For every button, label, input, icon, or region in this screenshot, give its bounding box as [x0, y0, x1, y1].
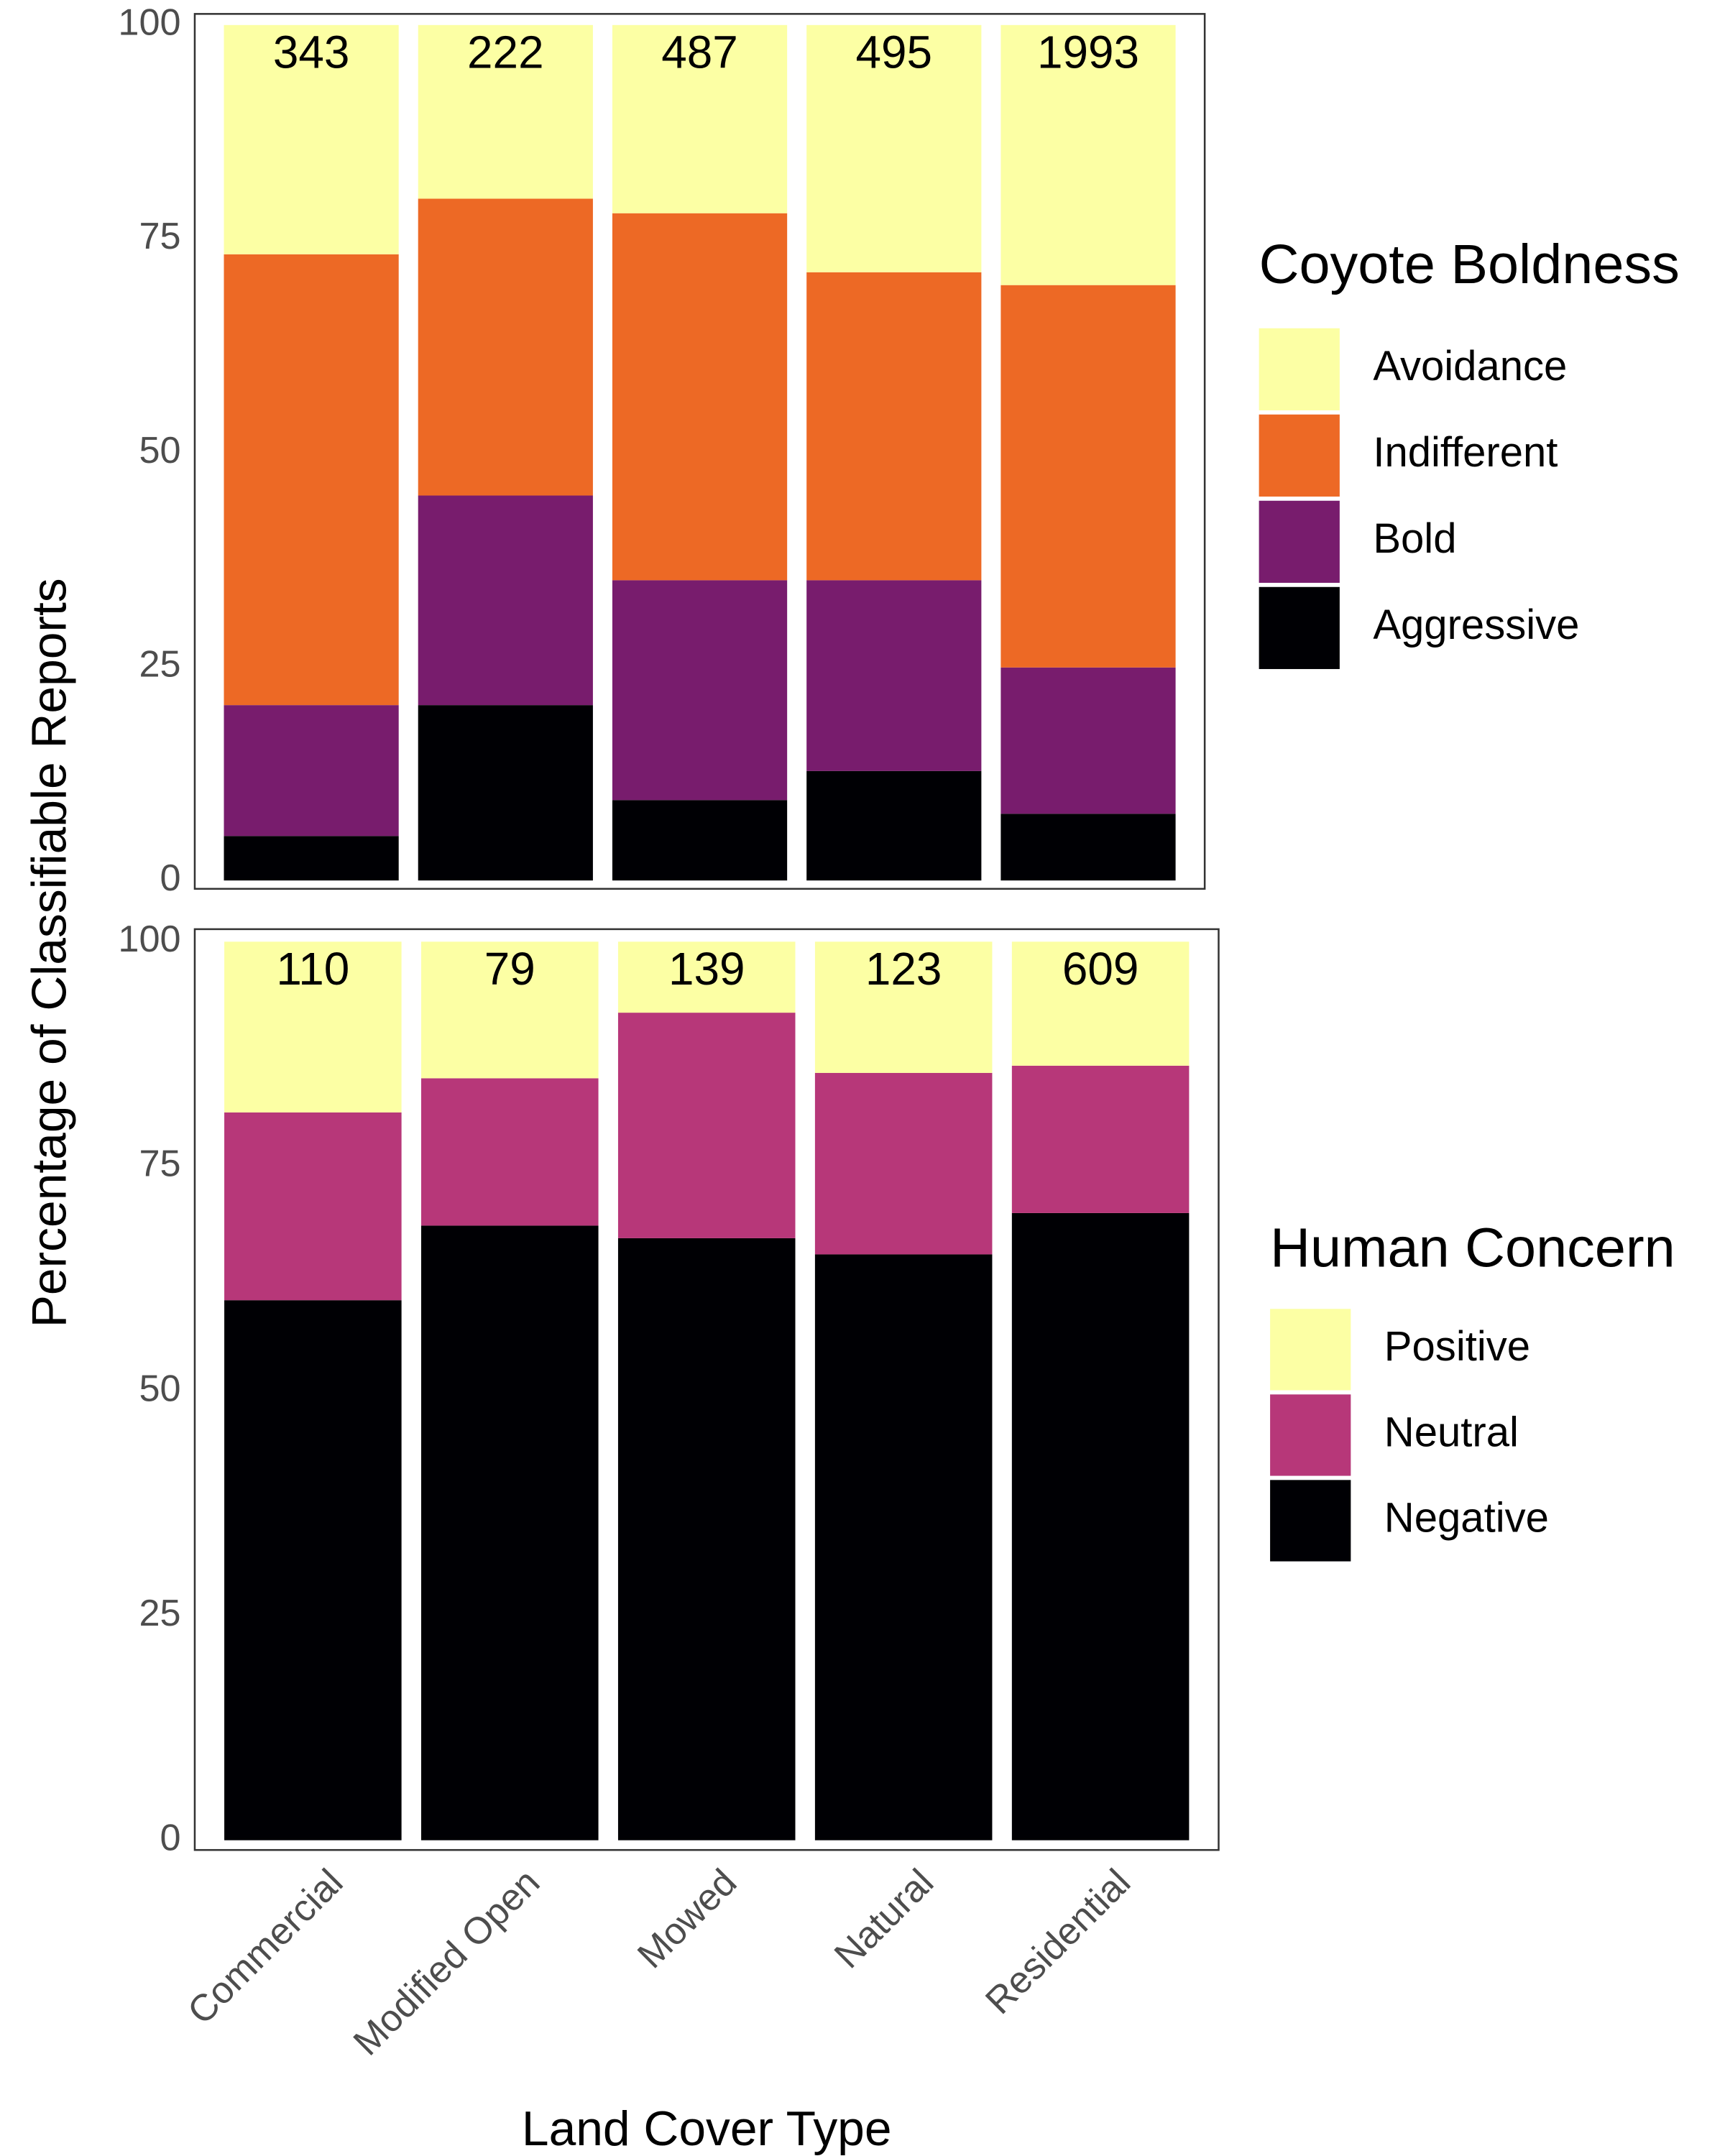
y-tick-label: 50 [139, 430, 180, 471]
legend-key [1259, 500, 1340, 583]
count-label: 487 [661, 26, 738, 78]
legend-label: Aggressive [1373, 602, 1579, 648]
legend-label: Neutral [1384, 1409, 1519, 1455]
y-axis-title: Percentage of Classifiable Reports [22, 578, 76, 1327]
bar-segment [1000, 814, 1176, 881]
bar-segment [617, 1238, 796, 1841]
legend-key [1259, 328, 1340, 410]
legend-key [1259, 586, 1340, 669]
y-tick-label: 75 [139, 1143, 180, 1185]
x-tick-label: Natural [827, 1861, 942, 1976]
x-tick-label: Residential [978, 1861, 1138, 2022]
legend-key [1270, 1309, 1351, 1391]
y-tick-label: 0 [160, 1817, 181, 1858]
bar-segment [224, 705, 399, 837]
bar-segment [612, 213, 788, 581]
y-tick-label: 100 [118, 2, 180, 44]
bar-segment [1011, 941, 1190, 1066]
bar-segment [806, 580, 982, 771]
legend-key [1270, 1480, 1351, 1562]
bar-segment [612, 800, 788, 881]
x-axis-title: Land Cover Type [522, 2102, 892, 2156]
panel-border [193, 13, 1206, 890]
bar-segment [224, 836, 399, 881]
bar-segment [1000, 285, 1176, 668]
panel-border [193, 928, 1220, 1851]
y-tick-label: 25 [139, 643, 180, 685]
count-label: 1993 [1037, 26, 1139, 78]
legend-title: Human Concern [1270, 1217, 1675, 1279]
y-tick-label: 75 [139, 216, 180, 257]
legend-key [1270, 1394, 1351, 1476]
bar-segment [421, 1225, 599, 1841]
bar-segment [418, 495, 593, 706]
x-tick-label: Mowed [630, 1861, 745, 1976]
bar-segment [421, 1078, 599, 1226]
count-label: 79 [484, 943, 535, 995]
bar-segment [612, 24, 788, 213]
legend-label: Negative [1384, 1494, 1549, 1541]
bar-segment [421, 941, 599, 1079]
y-tick-label: 0 [160, 857, 181, 899]
bar-segment [224, 1300, 402, 1841]
bar-segment [814, 1072, 993, 1255]
legend-key [1259, 414, 1340, 497]
bar-segment [1011, 1212, 1190, 1841]
legend-label: Bold [1373, 515, 1456, 562]
y-tick-label: 50 [139, 1368, 180, 1409]
bar-segment [806, 272, 982, 581]
count-label: 110 [276, 943, 349, 995]
bar-segment [418, 24, 593, 199]
bar-segment [612, 580, 788, 801]
count-label: 609 [1062, 943, 1139, 995]
bar-segment [224, 24, 399, 254]
legend-label: Positive [1384, 1323, 1530, 1370]
x-tick-label: Commercial [180, 1861, 351, 2032]
bar-segment [1000, 24, 1176, 285]
bar-segment [224, 941, 402, 1112]
bar-segment [224, 1112, 402, 1301]
count-label: 222 [467, 26, 544, 78]
bar-segment [1000, 667, 1176, 814]
count-label: 495 [855, 26, 932, 78]
bar-segment [418, 198, 593, 496]
bar-segment [224, 254, 399, 706]
y-tick-label: 100 [118, 918, 180, 960]
legend-label: Indifferent [1373, 429, 1558, 476]
bar-segment [814, 941, 993, 1073]
bar-segment [617, 941, 796, 1013]
count-label: 343 [273, 26, 350, 78]
count-label: 139 [668, 943, 745, 995]
bar-segment [806, 770, 982, 881]
legend-label: Avoidance [1373, 343, 1567, 390]
bar-segment [814, 1254, 993, 1841]
bar-segment [806, 24, 982, 272]
y-tick-label: 25 [139, 1593, 180, 1634]
legend-title: Coyote Boldness [1259, 234, 1680, 295]
x-tick-label: Modified Open [346, 1861, 548, 2063]
bar-segment [617, 1013, 796, 1238]
bar-segment [1011, 1065, 1190, 1213]
bar-segment [418, 705, 593, 881]
count-label: 123 [865, 943, 942, 995]
